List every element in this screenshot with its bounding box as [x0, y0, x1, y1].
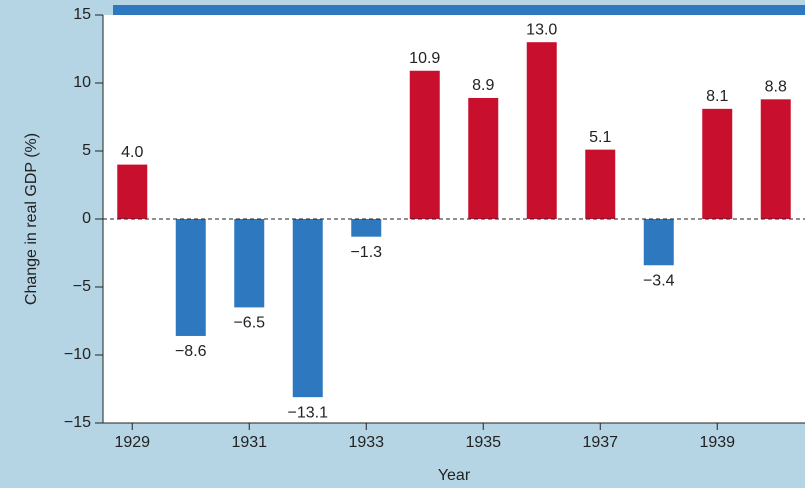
value-label: 8.9	[472, 77, 494, 94]
bar	[117, 164, 148, 219]
y-tick-label: −15	[64, 414, 91, 431]
value-label: 10.9	[409, 50, 440, 67]
y-tick-label: 10	[73, 74, 91, 91]
bar	[175, 219, 206, 336]
value-label: −8.6	[175, 343, 207, 360]
x-tick-label: 1937	[582, 434, 618, 451]
bar	[468, 97, 499, 219]
value-label: 8.8	[765, 79, 787, 96]
value-label: 13.0	[526, 21, 557, 38]
y-tick-label: 5	[82, 142, 91, 159]
value-label: 8.1	[706, 88, 728, 105]
bar	[409, 70, 440, 219]
bar	[351, 219, 382, 237]
value-label: 4.0	[121, 144, 143, 161]
value-label: −1.3	[350, 244, 382, 261]
bar	[585, 149, 616, 219]
y-axis-title: Change in real GDP (%)	[23, 133, 40, 305]
x-tick-label: 1939	[699, 434, 735, 451]
header-band	[113, 5, 805, 15]
y-tick-label: −5	[73, 278, 91, 295]
value-label: −13.1	[288, 404, 329, 421]
bar	[760, 99, 791, 219]
value-label: −3.4	[643, 272, 675, 289]
x-tick-label: 1935	[465, 434, 501, 451]
bar	[292, 219, 323, 398]
x-tick-label: 1929	[114, 434, 150, 451]
y-tick-label: 15	[73, 6, 91, 23]
bar	[526, 42, 557, 220]
bar	[702, 108, 733, 219]
x-tick-label: 1933	[348, 434, 384, 451]
value-label: 5.1	[589, 129, 611, 146]
y-tick-label: −10	[64, 346, 91, 363]
y-tick-label: 0	[82, 210, 91, 227]
value-label: −6.5	[233, 315, 265, 332]
x-axis-title: Year	[438, 467, 471, 484]
x-tick-label: 1931	[231, 434, 267, 451]
bar	[234, 219, 265, 308]
bar	[643, 219, 674, 266]
